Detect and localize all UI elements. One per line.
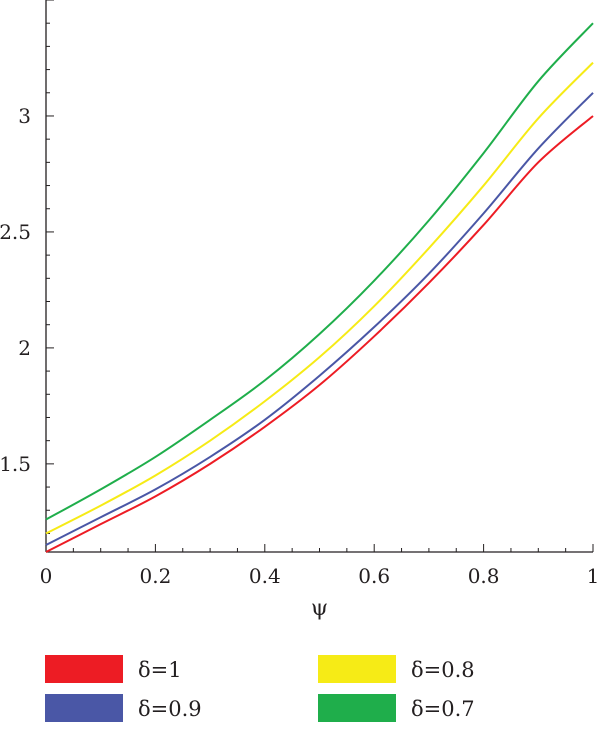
series-lines <box>45 22 594 553</box>
series-line-2 <box>45 61 594 535</box>
series-line-1 <box>45 92 594 546</box>
y-tick-label: 1.5 <box>0 452 31 476</box>
legend-label-3: δ=0.7 <box>411 697 475 721</box>
x-tick-label: 0.2 <box>139 564 171 588</box>
legend-swatch-1 <box>45 694 123 722</box>
legend-swatch-0 <box>45 655 123 683</box>
legend-swatch-2 <box>318 655 396 683</box>
y-tick-label: 2.5 <box>0 220 31 244</box>
series-line-3 <box>45 22 594 521</box>
series-line-0 <box>45 115 594 553</box>
x-tick-label: 0.6 <box>358 564 390 588</box>
legend-label-2: δ=0.8 <box>411 658 475 682</box>
legend-label-0: δ=1 <box>138 658 182 682</box>
x-tick-label: 1 <box>587 564 600 588</box>
legend: δ=1 δ=0.9 δ=0.8 δ=0.7 <box>45 655 475 722</box>
x-axis-title: ψ <box>311 596 328 621</box>
axes: 0 0.2 0.4 0.6 0.8 1 1.5 2 2.5 3 ψ <box>0 0 599 621</box>
x-tick-label: 0 <box>40 564 53 588</box>
y-tick-label: 3 <box>18 104 31 128</box>
x-tick-label: 0.8 <box>468 564 500 588</box>
x-tick-label: 0.4 <box>249 564 281 588</box>
legend-swatch-3 <box>318 694 396 722</box>
legend-label-1: δ=0.9 <box>138 697 202 721</box>
y-tick-label: 2 <box>18 336 31 360</box>
